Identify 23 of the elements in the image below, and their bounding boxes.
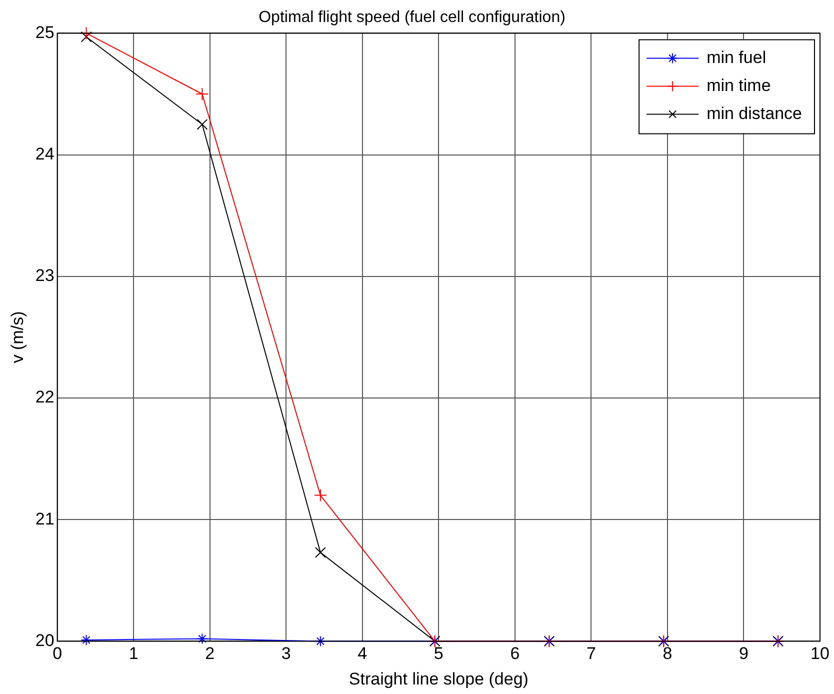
- y-tick-label: 23: [35, 266, 54, 286]
- y-tick-label: 25: [35, 22, 54, 42]
- x-tick-label: 6: [510, 644, 520, 664]
- legend-label: min time: [706, 76, 771, 95]
- x-axis-title: Straight line slope (deg): [348, 669, 528, 688]
- x-tick-label: 7: [586, 644, 596, 664]
- legend-label: min fuel: [706, 48, 766, 67]
- x-tick-label: 10: [810, 644, 830, 664]
- x-tick-label: 9: [738, 644, 748, 664]
- x-tick-label: 3: [281, 644, 291, 664]
- y-tick-label: 24: [35, 144, 54, 164]
- y-tick-label: 21: [35, 509, 54, 528]
- x-tick-label: 0: [52, 644, 62, 664]
- y-axis-title: v (m/s): [8, 311, 27, 364]
- legend-label: min distance: [706, 104, 802, 123]
- y-tick-label: 22: [35, 388, 54, 407]
- x-tick-label: 1: [128, 644, 138, 664]
- x-tick-label: 2: [205, 644, 215, 664]
- chart-title: Optimal flight speed (fuel cell configuration): [258, 9, 566, 26]
- x-tick-label: 8: [662, 644, 672, 664]
- x-tick-label: 5: [434, 644, 444, 664]
- y-tick-label: 20: [35, 630, 54, 650]
- x-tick-label: 4: [358, 644, 368, 664]
